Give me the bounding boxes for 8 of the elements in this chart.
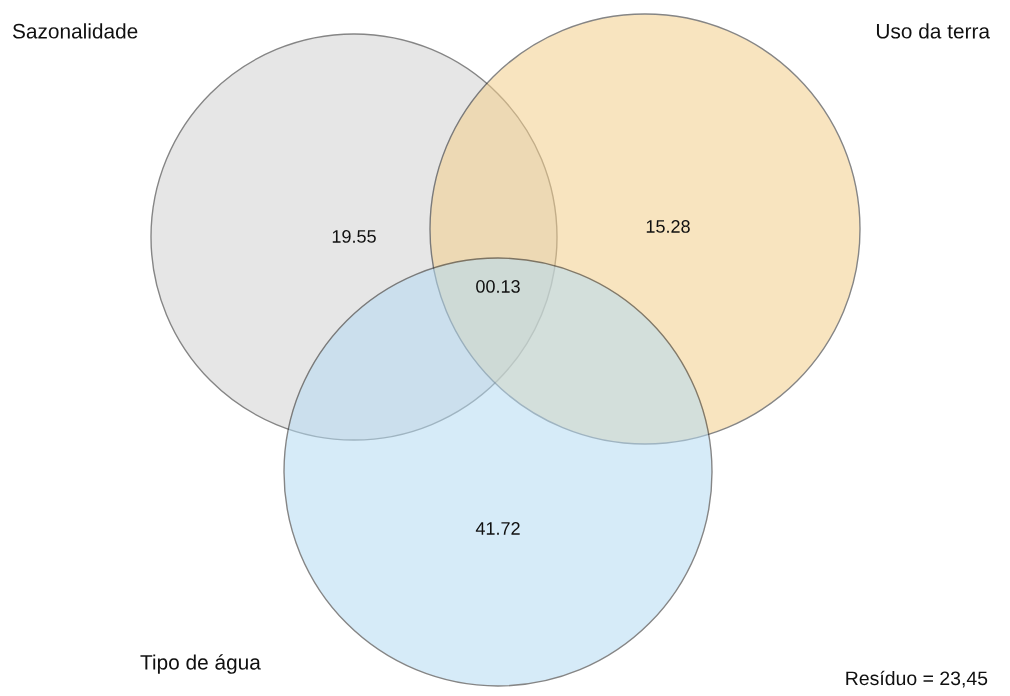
data-label: 41.72 [475,522,520,535]
text: Sazonalidade [12,23,138,39]
text: Tipo de água [140,654,261,674]
text: Uso da terra [876,23,991,39]
data-label: 15.28 [646,220,690,233]
data-label: 19.55 [332,230,376,243]
text: Resíduo = 23,45 [846,670,988,688]
data-label: 00.13 [476,280,520,293]
